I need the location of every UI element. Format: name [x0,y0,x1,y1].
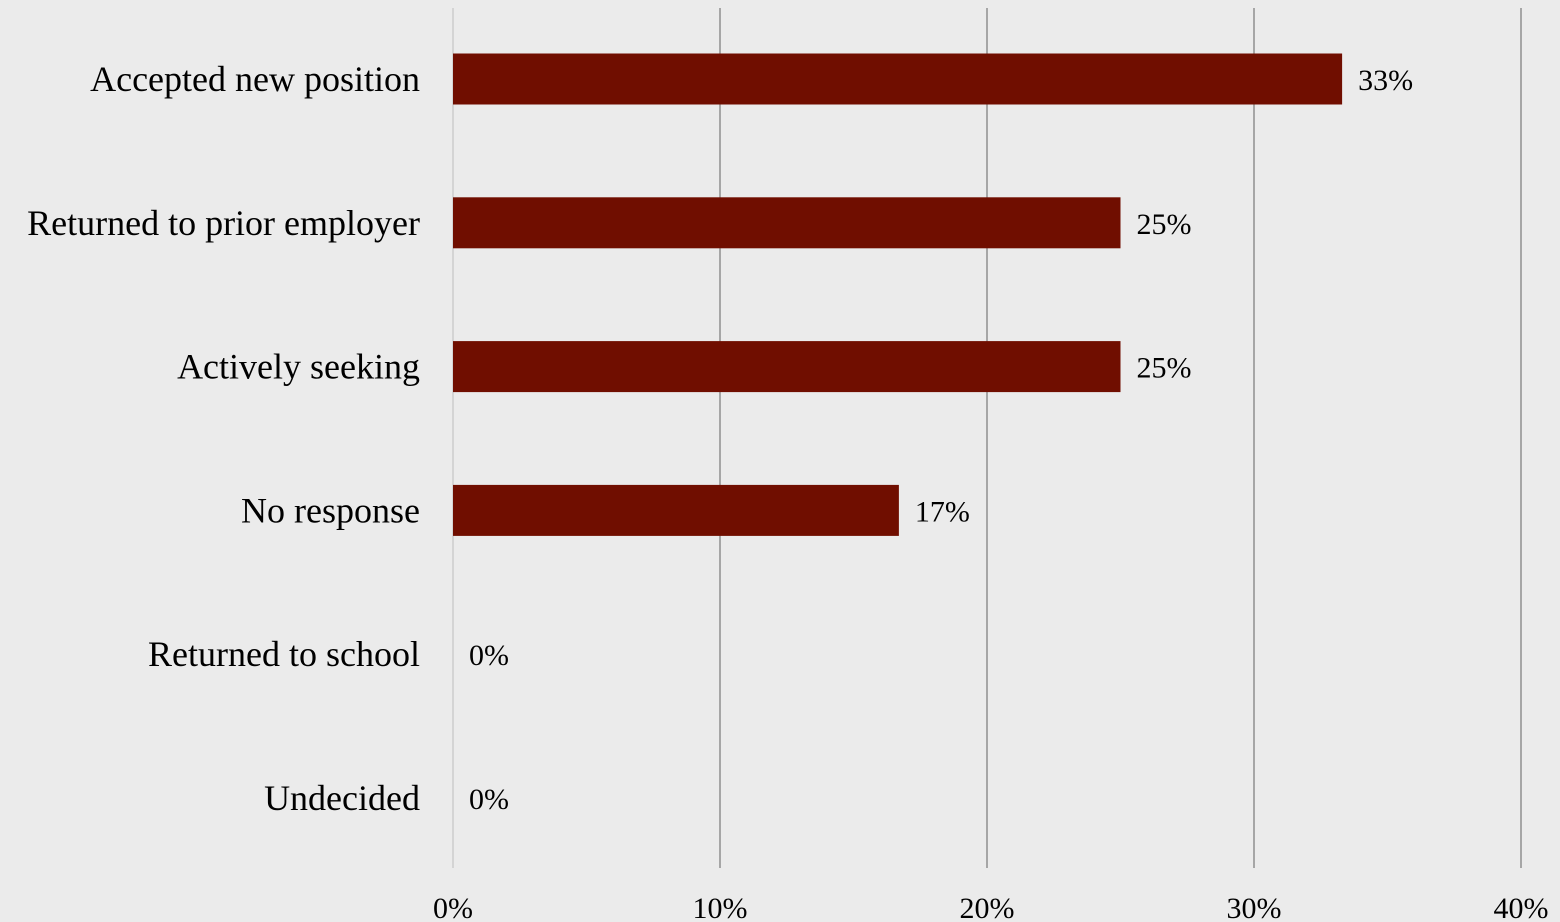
x-tick-label: 10% [693,892,748,922]
category-label: Returned to prior employer [27,203,420,243]
data-label: 0% [469,783,509,816]
x-tick-label: 30% [1227,892,1282,922]
x-tick-label: 0% [433,892,473,922]
category-label: No response [241,490,420,530]
grid-lines [452,8,1522,868]
data-label: 17% [915,495,970,528]
data-label: 25% [1137,352,1192,385]
bar [453,484,899,536]
bars [453,53,1343,536]
category-label: Undecided [264,778,420,818]
category-label: Returned to school [148,634,420,674]
bar [453,197,1121,249]
data-label: 25% [1137,208,1192,241]
x-tick-label: 40% [1494,892,1549,922]
x-tick-label: 20% [960,892,1015,922]
data-label: 0% [469,639,509,672]
labels: 0% 10% 20% 30% 40% Accepted new position 33% Re… [27,59,1548,922]
bar [453,53,1343,105]
category-label: Actively seeking [177,347,420,387]
bar [453,341,1121,393]
data-label: 33% [1358,64,1413,97]
category-label: Accepted new position [90,59,420,99]
